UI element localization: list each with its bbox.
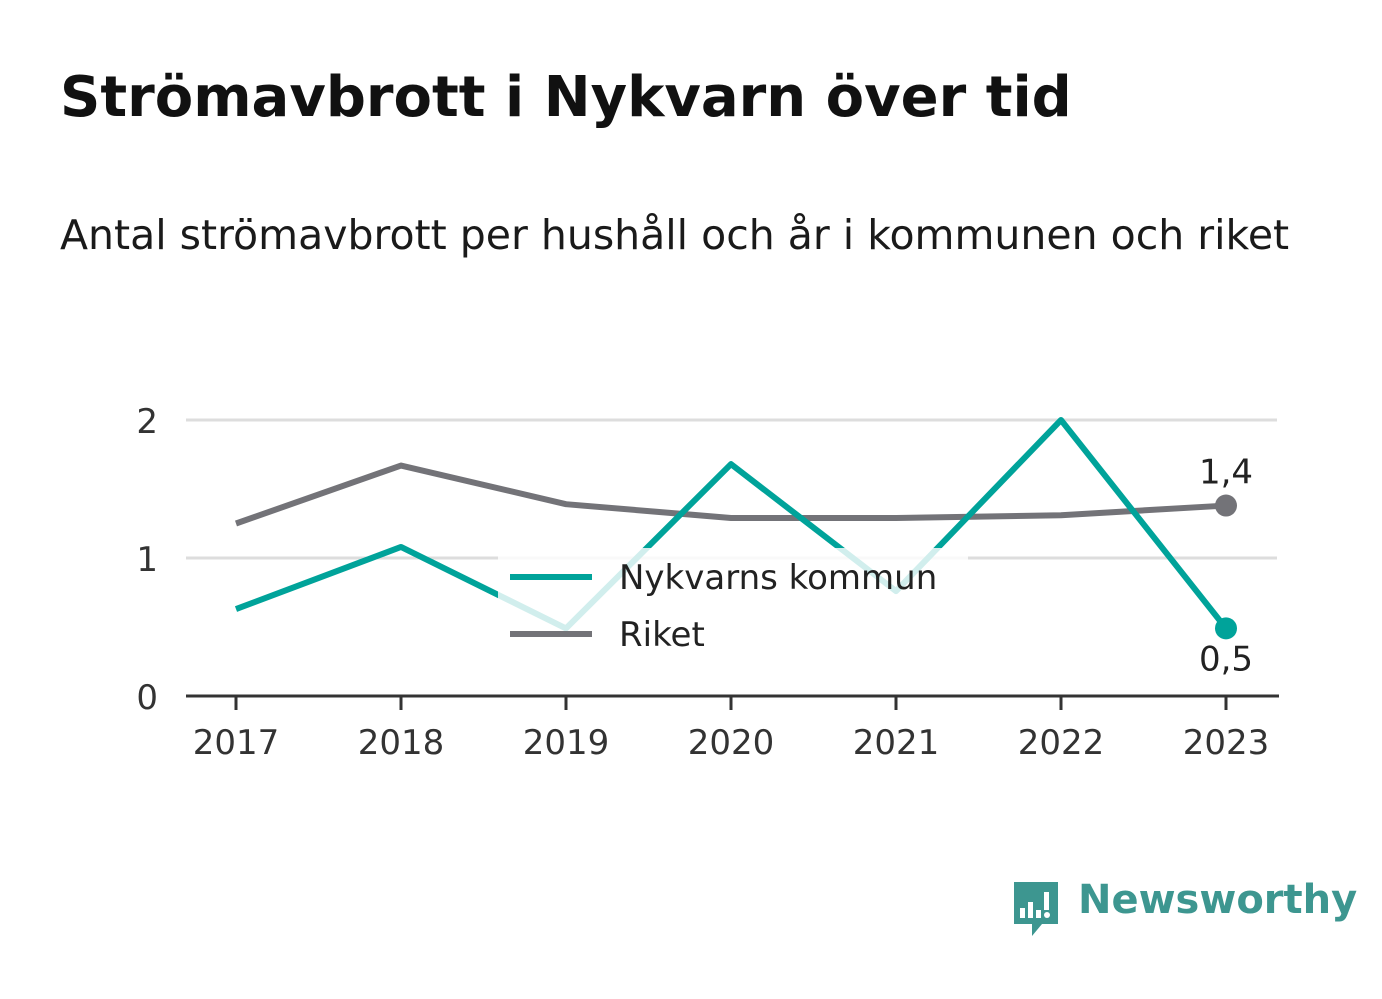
y-axis-ticks: 0 1 2	[136, 402, 158, 718]
chart-title: Strömavbrott i Nykvarn över tid	[60, 65, 1072, 130]
x-tick-label: 2023	[1183, 723, 1270, 763]
newsworthy-logo-icon	[1014, 882, 1058, 936]
brand-logo: Newsworthy	[1010, 877, 1357, 940]
x-tick-label: 2020	[688, 723, 775, 763]
end-marker-riket	[1215, 494, 1237, 517]
chart-subtitle: Antal strömavbrott per hushåll och år i …	[60, 211, 1290, 259]
x-tick-label: 2017	[193, 723, 280, 763]
end-markers: 0,5 1,4	[1199, 453, 1253, 680]
series-lines	[234, 417, 1229, 632]
x-tick-label: 2021	[853, 723, 940, 763]
series-line-kommun	[234, 417, 1229, 632]
y-tick-label: 2	[136, 402, 158, 442]
legend-label: Riket	[619, 615, 705, 655]
y-tick-label: 0	[136, 678, 158, 718]
legend-label: Nykvarns kommun	[619, 558, 937, 598]
x-tick-label: 2019	[523, 723, 610, 763]
legend: Nykvarns kommun Riket	[498, 548, 968, 666]
x-axis: 2017 2018 2019 2020 2021 2022 2023	[186, 694, 1279, 763]
brand-name: Newsworthy	[1078, 877, 1358, 923]
x-tick-label: 2022	[1018, 723, 1105, 763]
end-value-label-kommun: 0,5	[1199, 639, 1253, 679]
end-marker-kommun	[1215, 617, 1237, 640]
series-line-riket	[235, 462, 1227, 527]
y-tick-label: 1	[136, 540, 158, 580]
legend-background	[498, 548, 968, 666]
end-value-label-riket: 1,4	[1199, 453, 1253, 493]
x-tick-label: 2018	[358, 723, 445, 763]
